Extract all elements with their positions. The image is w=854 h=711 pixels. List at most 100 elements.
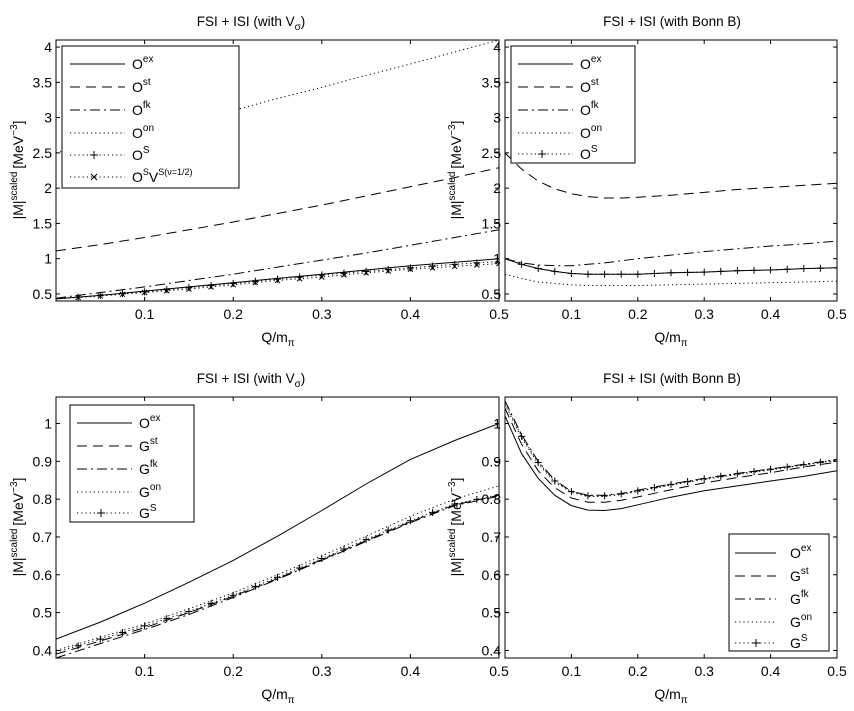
x-axis-label: Q/mπ — [261, 329, 294, 349]
series-group — [505, 400, 837, 512]
series-line-O-st — [505, 152, 837, 199]
legend-box — [69, 404, 195, 523]
data-point-marker — [229, 591, 237, 599]
y-tick-label: 2.5 — [482, 145, 502, 161]
y-tick-label: 3.5 — [33, 74, 53, 90]
data-point-marker — [684, 268, 692, 276]
y-tick-label: 3 — [44, 110, 52, 126]
y-tick-label: 0.9 — [482, 453, 502, 469]
series-line-G-st — [505, 408, 837, 503]
series-group — [505, 152, 837, 286]
data-point-marker — [96, 635, 104, 643]
series-line-G-on — [56, 485, 499, 651]
panel-title: FSI + ISI (with Bonn B) — [603, 14, 741, 29]
data-point-marker — [733, 470, 741, 478]
data-point-marker — [473, 262, 480, 268]
series-line-O-S-v — [56, 263, 499, 300]
series-line-O-ex — [505, 415, 837, 512]
y-tick-label: 0.4 — [482, 642, 502, 658]
x-axis-label: Q/mπ — [261, 686, 294, 706]
data-point-marker — [534, 265, 542, 273]
data-point-marker — [362, 536, 370, 544]
legend-label-S: OS — [132, 145, 150, 163]
x-tick-label: 0.5 — [489, 306, 509, 322]
data-point-marker — [429, 264, 436, 271]
y-tick-label: 0.5 — [33, 605, 53, 621]
legend-marker-plus — [90, 151, 98, 159]
legend-marker-plus — [752, 639, 760, 647]
data-point-marker — [141, 289, 148, 296]
y-tick-label: 1 — [44, 251, 52, 267]
data-point-marker — [684, 478, 692, 486]
data-point-marker — [185, 284, 193, 292]
x-tick-label: 0.3 — [312, 306, 332, 322]
y-tick-label: 0.5 — [33, 286, 53, 302]
x-tick-label: 0.1 — [562, 306, 582, 322]
legend-box — [510, 45, 636, 164]
data-point-marker — [816, 264, 824, 272]
data-point-marker — [163, 287, 170, 294]
data-point-marker — [800, 265, 808, 273]
legend-label-on: Oon — [580, 123, 602, 141]
legend-label-fk: Ofk — [132, 100, 152, 118]
x-tick-label: 0.5 — [827, 306, 847, 322]
axis-ticks: 0.1 0.2 0.3 0.4 0.5 0.4 0.5 0.6 0.7 0.8 0.9 1 — [33, 397, 509, 679]
x-tick-label: 0.1 — [135, 306, 155, 322]
series-line-O-st — [56, 167, 499, 252]
panel-title: FSI + ISI (with Vσ) — [197, 14, 306, 33]
series-line-G-S — [505, 402, 837, 497]
legend: Oex Gst Gfk Gon GS — [728, 533, 830, 652]
series-line-O-fk — [56, 229, 499, 299]
data-point-marker — [601, 270, 609, 278]
x-tick-label: 0.4 — [761, 306, 781, 322]
y-axis-label: |M|scaled[MeV−3] — [447, 121, 464, 220]
data-point-marker — [406, 517, 414, 525]
data-point-marker — [601, 492, 609, 500]
data-point-marker — [163, 286, 171, 294]
data-point-marker — [567, 488, 575, 496]
y-tick-label: 0.4 — [33, 642, 53, 658]
series-group — [56, 423, 499, 658]
y-tick-label: 3 — [493, 110, 501, 126]
data-point-marker — [384, 526, 392, 534]
data-point-marker — [296, 564, 304, 572]
data-point-marker — [274, 573, 281, 581]
data-point-marker — [518, 432, 526, 440]
series-line-O-S — [56, 261, 499, 300]
data-point-marker — [650, 484, 658, 492]
panel-top-right: FSI + ISI (with Bonn B) 0.1 0.2 0.3 0.4 0.50… — [447, 14, 847, 349]
x-tick-label: 0.3 — [312, 663, 332, 679]
data-point-marker — [767, 266, 775, 274]
axis-ticks: 0.1 0.2 0.3 0.4 0.5 0.4 0.5 0.6 0.7 0.8 0.9 1 — [482, 397, 847, 679]
data-point-marker — [118, 628, 126, 636]
panel-title: FSI + ISI (with Bonn B) — [603, 371, 741, 386]
data-point-marker — [251, 277, 259, 285]
data-point-marker — [800, 461, 808, 469]
data-point-marker — [584, 492, 592, 500]
y-tick-label: 0.5 — [482, 286, 502, 302]
data-point-marker — [750, 468, 758, 476]
data-point-marker — [496, 260, 499, 267]
plot-series — [505, 400, 837, 512]
legend-label-on: Oon — [132, 123, 154, 141]
data-point-marker — [700, 268, 708, 276]
data-point-marker — [141, 622, 149, 630]
x-axis-label: Q/mπ — [654, 686, 687, 706]
legend-label-st: Ost — [580, 77, 599, 95]
y-tick-label: 1.5 — [33, 215, 53, 231]
legend-marker-plus — [97, 509, 105, 517]
plot-frame — [55, 39, 500, 302]
data-point-marker — [717, 267, 725, 275]
data-point-marker — [584, 270, 592, 278]
x-tick-label: 0.4 — [401, 663, 421, 679]
data-point-marker — [74, 642, 82, 650]
x-tick-label: 0.3 — [694, 663, 714, 679]
axis-ticks: 0.1 0.2 0.3 0.4 0.5 0.5 1 1.5 2 2.5 3 3.5 4 — [33, 39, 509, 322]
y-axis-label: |M|scaled[MeV−3] — [447, 478, 464, 577]
legend-marker-plus — [538, 150, 546, 158]
data-point-marker — [229, 279, 237, 287]
x-tick-label: 0.4 — [761, 663, 781, 679]
y-tick-label: 0.5 — [482, 605, 502, 621]
legend: Oex Ost Ofk Oon OS — [510, 45, 636, 164]
legend: Oex Ost Ofk Oon OS OSVS(ν=1/2) — [61, 45, 240, 189]
